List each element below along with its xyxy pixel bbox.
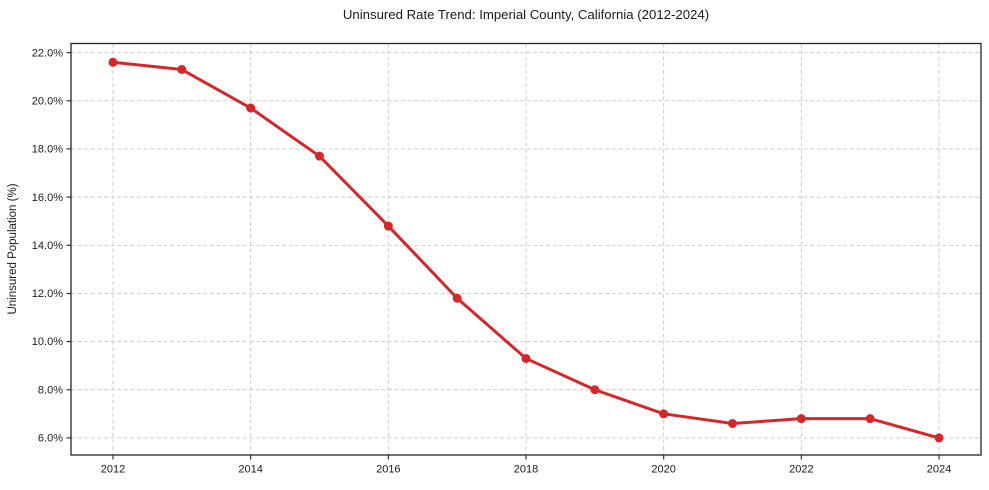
- x-tick-label: 2014: [238, 464, 262, 476]
- y-tick-label: 16.0%: [32, 192, 63, 204]
- data-point-2023: [865, 414, 875, 424]
- chart-title: Uninsured Rate Trend: Imperial County, C…: [342, 7, 710, 22]
- x-tick-label: 2018: [514, 464, 538, 476]
- x-tick-label: 2020: [651, 464, 675, 476]
- x-tick-label: 2022: [789, 464, 813, 476]
- data-point-2020: [659, 409, 669, 419]
- data-point-2014: [246, 103, 256, 113]
- data-point-2022: [796, 414, 806, 424]
- y-tick-label: 8.0%: [38, 384, 63, 396]
- y-tick-label: 12.0%: [32, 288, 63, 300]
- plot-area: 2012 2014 2016 2018 2020 2022 2024 6.0% 8.0% 10.0…: [32, 42, 982, 476]
- data-point-2013: [177, 65, 187, 75]
- y-tick-label: 18.0%: [32, 144, 63, 156]
- x-tick-label: 2016: [376, 464, 400, 476]
- data-point-2024: [934, 433, 944, 443]
- x-tick-label: 2024: [927, 464, 951, 476]
- data-point-2012: [108, 57, 118, 67]
- y-tick-label: 22.0%: [32, 47, 63, 59]
- data-point-2016: [383, 221, 393, 231]
- data-point-2021: [728, 418, 738, 428]
- data-point-2019: [590, 385, 600, 395]
- y-tick-label: 20.0%: [32, 95, 63, 107]
- y-tick-label: 14.0%: [32, 240, 63, 252]
- data-point-2018: [521, 353, 531, 363]
- data-point-2015: [314, 151, 324, 161]
- y-tick-label: 6.0%: [38, 433, 63, 445]
- y-axis-label: Uninsured Population (%): [7, 183, 19, 314]
- data-point-2017: [452, 293, 462, 303]
- y-tick-label: 10.0%: [32, 336, 63, 348]
- x-tick-label: 2012: [101, 464, 125, 476]
